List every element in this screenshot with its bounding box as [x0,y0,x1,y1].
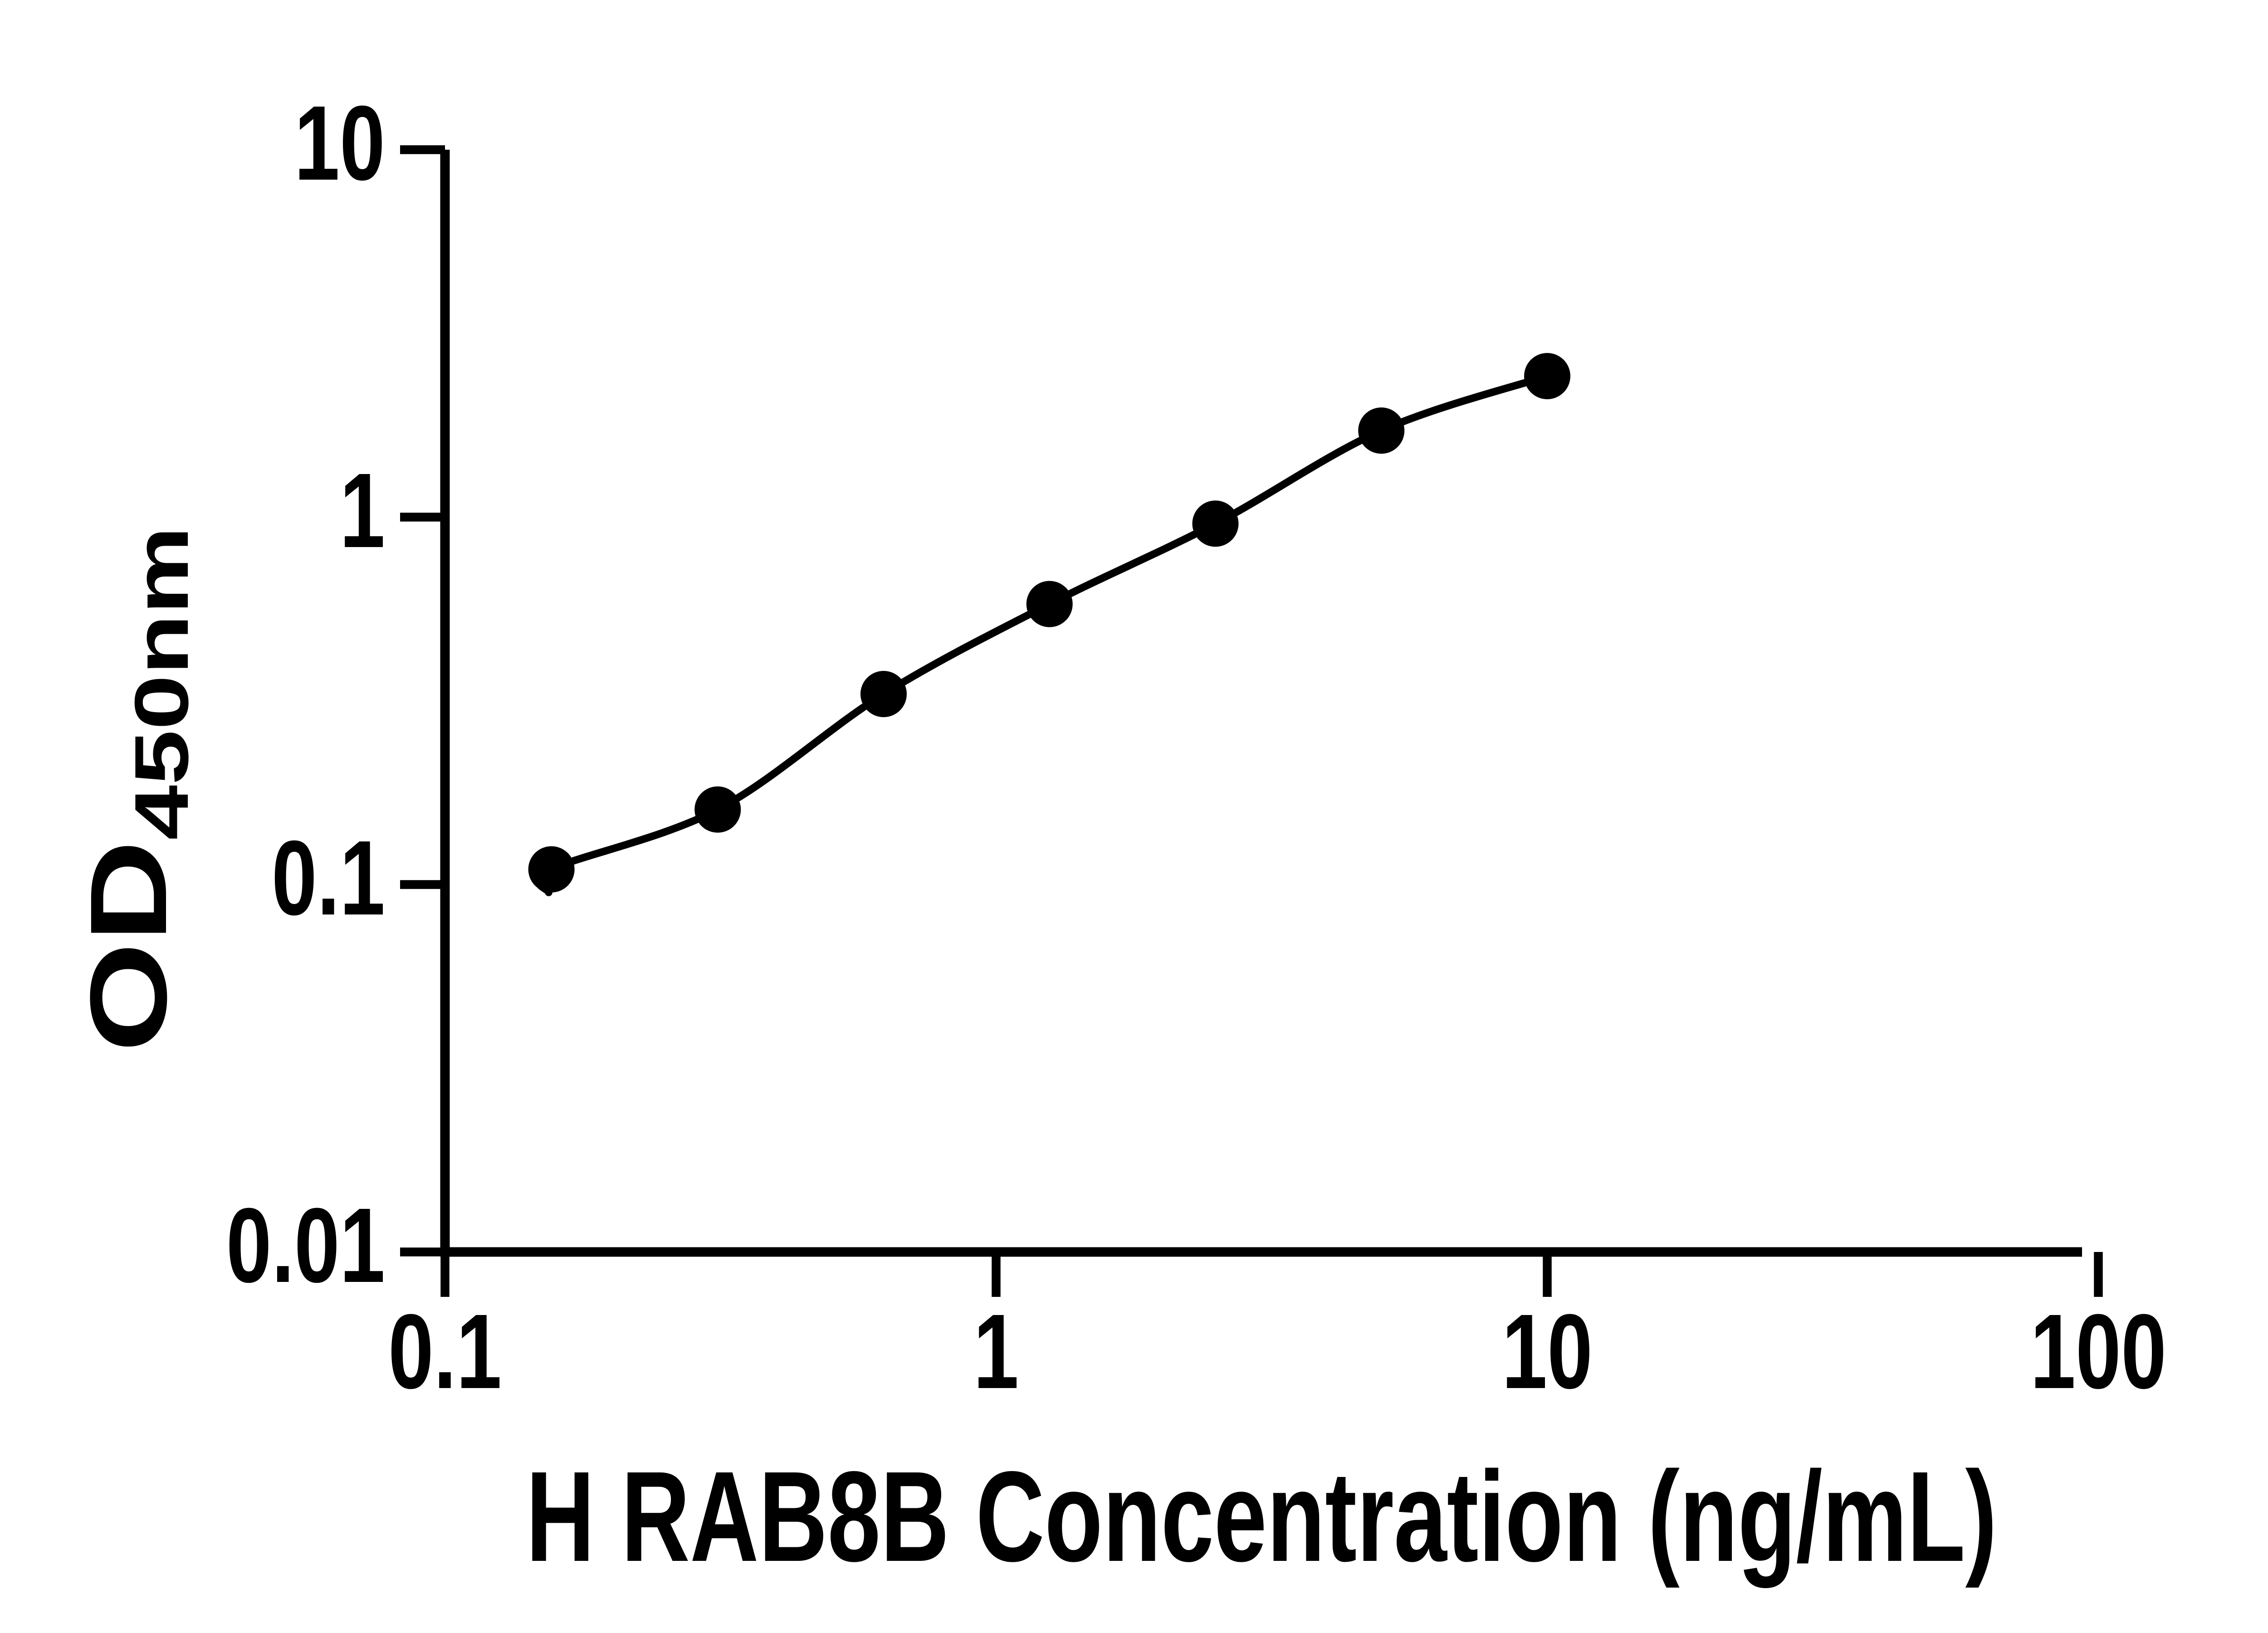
y-axis-tick-labels: 10 1 0.1 0.01 [226,84,385,1305]
x-tick-label: 0.1 [388,1292,502,1411]
data-point [1524,353,1570,400]
data-point [694,786,741,833]
y-tick-label: 1 [340,451,385,570]
data-series [528,353,1570,896]
y-tick-label: 0.1 [272,819,385,937]
data-point [528,846,575,893]
x-tick-label: 10 [1502,1292,1593,1411]
y-tick-label: 10 [294,84,385,202]
fitted-curve [534,372,1551,896]
x-axis-ticks [440,1252,2103,1297]
x-axis-title: H RAB8B Concentration (ng/mL) [526,1444,1997,1588]
y-axis-title: OD450nm [68,526,205,1052]
x-axis-tick-labels: 0.1 1 10 100 [388,1292,2166,1411]
y-axis-title-subscript: 450nm [119,526,204,840]
x-tick-label: 100 [2030,1292,2166,1411]
data-point [860,671,907,718]
data-point [1192,500,1239,547]
y-axis-ticks [400,145,445,1257]
x-tick-label: 1 [973,1292,1019,1411]
data-point [1358,407,1405,454]
y-axis-title-main: OD [68,840,189,1052]
data-point [1026,581,1073,627]
y-tick-label: 0.01 [226,1186,385,1305]
